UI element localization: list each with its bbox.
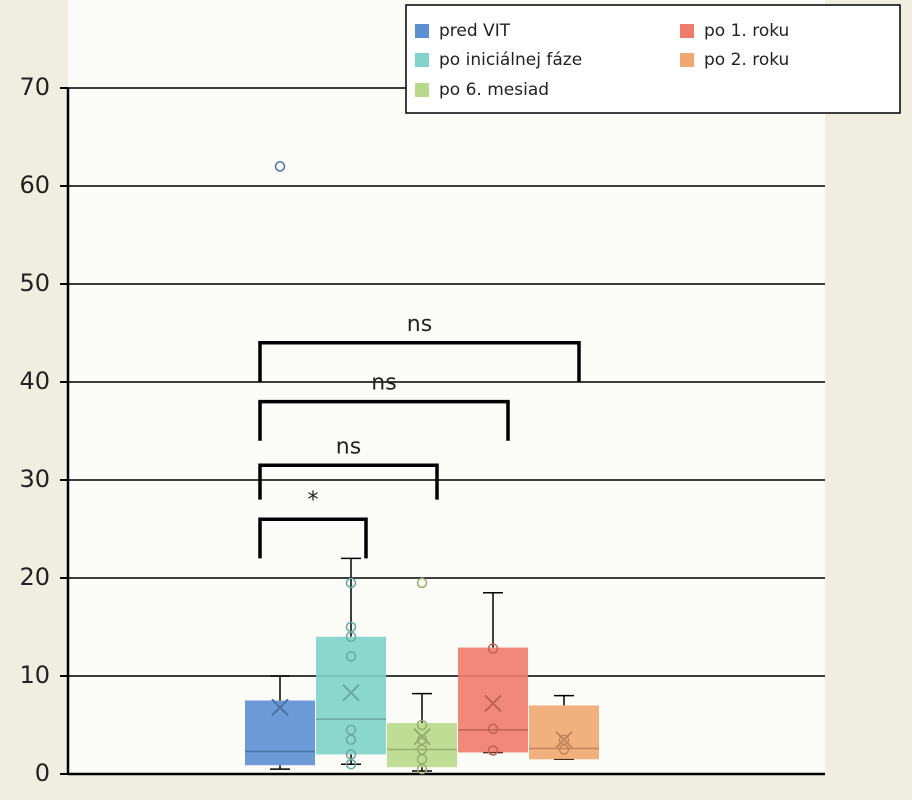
box (458, 647, 528, 753)
data-point (558, 734, 570, 745)
mean-marker (271, 698, 289, 717)
data-point (487, 723, 499, 735)
data-point (345, 758, 357, 770)
data-point (345, 577, 357, 589)
data-point (416, 734, 428, 745)
data-point (345, 734, 357, 745)
y-tick-label: 40 (19, 367, 50, 395)
legend-swatch (415, 24, 429, 38)
plot-area (68, 0, 825, 774)
mean-marker (342, 683, 360, 702)
legend-label: po 6. mesiad (439, 80, 549, 100)
legend-label: pred VIT (439, 21, 511, 41)
significance-label: ns (336, 434, 361, 459)
data-point (416, 719, 428, 731)
legend-label: po 2. roku (704, 50, 789, 70)
significance-label: ns (371, 371, 396, 396)
significance-label: * (308, 488, 319, 513)
y-tick-label: 30 (19, 465, 50, 493)
legend-label: po iniciálnej fáze (439, 50, 582, 70)
legend-swatch (680, 24, 694, 38)
y-tick-label: 70 (19, 73, 50, 101)
data-point (345, 749, 357, 760)
significance-bracket (258, 341, 581, 382)
data-point (487, 643, 499, 654)
y-tick-label: 0 (35, 759, 50, 787)
y-tick-label: 50 (19, 269, 50, 297)
mean-marker (413, 728, 431, 746)
legend-swatch (415, 83, 429, 97)
significance-bracket (258, 399, 510, 441)
legend (405, 4, 901, 114)
significance-bracket (258, 463, 439, 500)
data-point (345, 631, 357, 643)
data-point (416, 754, 428, 765)
data-point (345, 621, 357, 633)
box (316, 636, 386, 755)
significance-bracket (258, 517, 368, 559)
mean-marker (484, 694, 502, 713)
data-point (416, 744, 428, 755)
box (245, 700, 315, 766)
legend-swatch (680, 53, 694, 67)
legend-label: po 1. roku (704, 21, 789, 41)
data-point (487, 745, 499, 756)
legend-swatch (415, 53, 429, 67)
data-point (416, 763, 428, 775)
y-tick-label: 10 (19, 661, 50, 689)
y-tick-label: 60 (19, 171, 50, 199)
data-point (558, 744, 570, 755)
mean-marker (555, 730, 573, 749)
data-point (345, 724, 357, 736)
outlier (274, 161, 286, 172)
y-tick-label: 20 (19, 563, 50, 591)
significance-label: ns (407, 312, 432, 337)
data-point (345, 651, 357, 662)
outlier (416, 577, 428, 589)
box (529, 705, 599, 760)
